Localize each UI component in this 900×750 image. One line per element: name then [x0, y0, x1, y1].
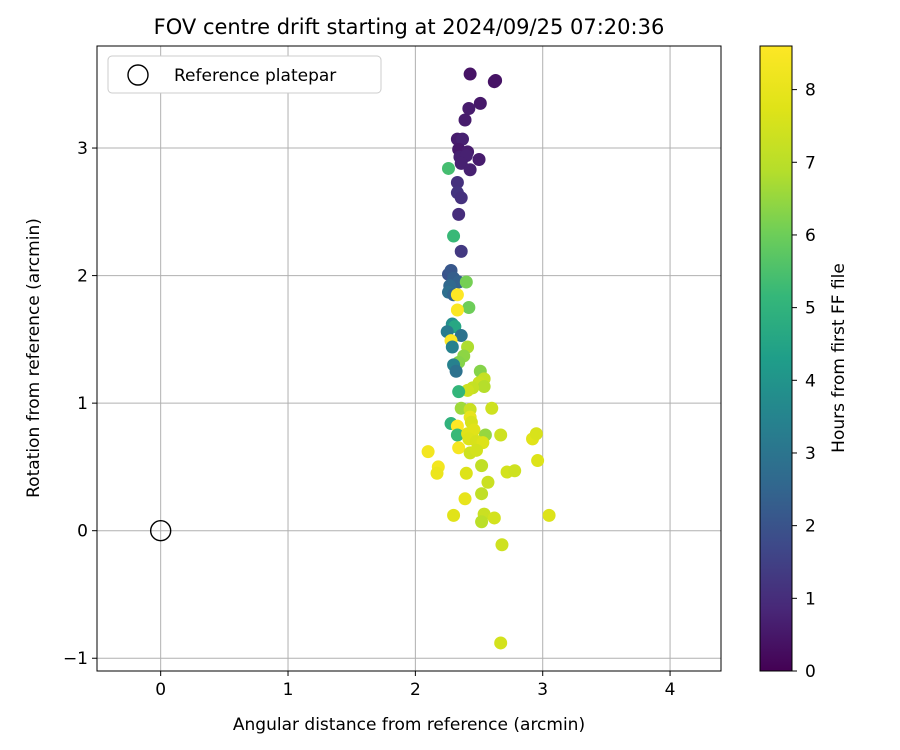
plot-frame — [96, 45, 722, 672]
data-point — [475, 515, 489, 529]
data-point — [485, 401, 499, 415]
y-tick-label: 0 — [77, 522, 88, 542]
data-point — [445, 340, 459, 354]
data-point — [450, 288, 464, 302]
data-point — [441, 161, 455, 175]
colorbar-gradient — [759, 45, 793, 672]
data-point — [458, 113, 472, 127]
x-tick-label: 2 — [410, 680, 421, 700]
data-point — [531, 454, 545, 468]
data-point — [462, 102, 476, 115]
y-axis-label: Rotation from reference (arcmin) — [24, 218, 44, 498]
data-point — [477, 380, 491, 394]
x-axis-ticks: 0 1 2 3 4 — [155, 671, 675, 700]
x-tick-label: 1 — [283, 680, 294, 700]
data-point — [450, 175, 464, 189]
data-point — [529, 427, 543, 441]
data-point — [489, 73, 503, 87]
legend-label-reference-platepar: Reference platepar — [174, 66, 336, 86]
legend-marker-reference-circle — [127, 64, 149, 86]
colorbar-tick-label: 3 — [805, 444, 816, 464]
data-point — [421, 445, 435, 459]
data-point — [508, 464, 522, 478]
data-point — [475, 459, 489, 473]
legend-box — [107, 55, 382, 94]
data-point — [481, 475, 495, 489]
data-point — [462, 300, 476, 314]
colorbar-ticks: 0 1 2 3 4 5 6 7 8 — [792, 81, 816, 682]
colorbar-tick-label: 6 — [805, 226, 816, 246]
data-point — [452, 385, 466, 399]
data-point — [447, 229, 461, 243]
data-point — [473, 96, 487, 110]
colorbar-tick-label: 0 — [805, 662, 816, 682]
data-point — [463, 163, 477, 177]
data-point — [452, 207, 466, 221]
legend: Reference platepar — [107, 55, 382, 94]
grid — [97, 46, 721, 671]
data-point — [459, 275, 473, 289]
data-points — [149, 67, 556, 650]
colorbar-label: Hours from first FF file — [829, 263, 849, 453]
y-tick-label: 1 — [77, 394, 88, 414]
y-tick-label: 3 — [77, 139, 88, 159]
data-point — [455, 132, 469, 146]
colorbar-tick-label: 8 — [805, 81, 816, 101]
data-point — [454, 244, 468, 258]
data-point — [454, 191, 468, 205]
data-point — [450, 419, 464, 433]
data-point — [450, 303, 464, 317]
y-axis-ticks: −1 0 1 2 3 — [63, 139, 97, 669]
x-axis-label: Angular distance from reference (arcmin) — [233, 715, 585, 735]
data-point — [447, 508, 461, 522]
x-tick-label: 3 — [537, 680, 548, 700]
data-point — [495, 538, 509, 552]
data-point — [475, 487, 489, 501]
colorbar: 0 1 2 3 4 5 6 7 8 Hours from first FF file — [759, 45, 849, 682]
data-point — [458, 492, 472, 506]
colorbar-tick-label: 1 — [805, 589, 816, 609]
data-point — [494, 428, 508, 442]
y-tick-label: 2 — [77, 267, 88, 287]
data-point — [472, 153, 486, 167]
data-point — [469, 443, 483, 457]
data-point — [452, 441, 466, 455]
chart-title: FOV centre drift starting at 2024/09/25 … — [154, 15, 665, 39]
data-point — [449, 364, 463, 378]
reference-point-marker — [149, 519, 172, 542]
data-point — [487, 511, 501, 525]
colorbar-tick-label: 5 — [805, 299, 816, 319]
data-point — [459, 466, 473, 480]
y-tick-label: −1 — [63, 649, 88, 669]
x-tick-label: 0 — [155, 680, 166, 700]
colorbar-tick-label: 7 — [805, 153, 816, 173]
data-point — [450, 428, 464, 442]
data-point — [454, 329, 468, 343]
data-point — [430, 466, 444, 480]
colorbar-tick-label: 4 — [805, 371, 816, 391]
data-point — [542, 508, 556, 522]
x-tick-label: 4 — [665, 680, 676, 700]
colorbar-tick-label: 2 — [805, 517, 816, 537]
data-point — [494, 636, 508, 650]
data-point — [463, 67, 477, 81]
